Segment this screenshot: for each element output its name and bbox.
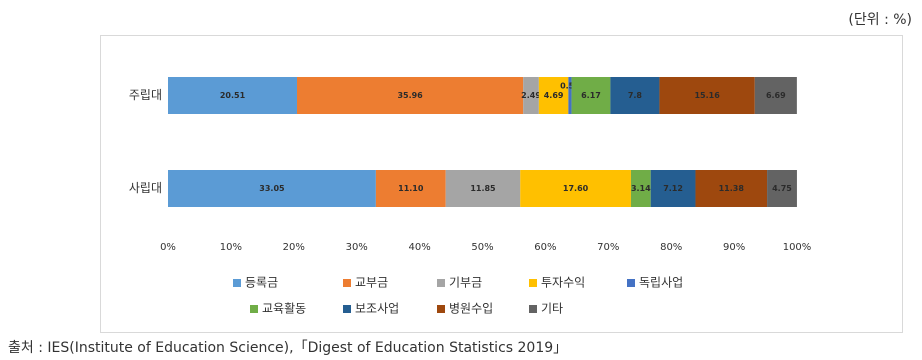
bar-segment (375, 170, 446, 207)
bar-segment (445, 170, 521, 207)
value-label: 35.96 (397, 91, 423, 100)
x-tick-label: 40% (408, 242, 430, 253)
legend-label: 기타 (541, 302, 563, 316)
value-label: 4.69 (544, 91, 564, 100)
legend-swatch (437, 279, 445, 287)
x-tick-label: 60% (534, 242, 556, 253)
x-tick-label: 90% (723, 242, 745, 253)
value-label: 20.51 (220, 91, 246, 100)
unit-note: (단위 : %) (848, 12, 912, 28)
value-label: 11.85 (470, 184, 496, 193)
value-label: 4.75 (772, 184, 792, 193)
legend-label: 등록금 (245, 276, 278, 290)
value-label: 3.14 (631, 184, 651, 193)
value-label: 2.49 (521, 91, 541, 100)
value-label: 33.05 (259, 184, 285, 193)
bar-segment (297, 77, 524, 114)
value-label: 17.60 (563, 184, 589, 193)
value-label: 15.16 (694, 91, 720, 100)
value-label: 11.10 (398, 184, 424, 193)
x-tick-label: 100% (783, 242, 812, 253)
legend-label: 병원수입 (449, 302, 493, 316)
bar-segment (650, 170, 696, 207)
legend-label: 보조사업 (355, 302, 399, 316)
legend-label: 교부금 (355, 276, 388, 290)
legend-label: 기부금 (449, 276, 482, 290)
category-label: 사립대 (129, 181, 162, 195)
legend-swatch (529, 305, 537, 313)
value-label: 6.17 (581, 91, 601, 100)
bar-segment (168, 170, 376, 207)
legend-swatch (437, 305, 445, 313)
x-tick-label: 10% (220, 242, 242, 253)
legend-label: 투자수익 (541, 276, 585, 290)
legend-swatch (343, 279, 351, 287)
bar-segment (610, 77, 660, 114)
legend-swatch (233, 279, 241, 287)
value-label: 0.51 (560, 82, 580, 91)
bar-segment (523, 77, 539, 114)
category-label: 주립대 (129, 88, 162, 102)
bar-segment (767, 170, 797, 207)
value-label: 6.69 (766, 91, 786, 100)
source-note: 출처 : IES(Institute of Education Science)… (8, 340, 567, 356)
legend-label: 교육활동 (262, 302, 306, 316)
value-label: 7.12 (663, 184, 683, 193)
x-tick-label: 0% (160, 242, 176, 253)
bar-segment (568, 77, 572, 114)
x-tick-label: 70% (597, 242, 619, 253)
legend-label: 독립사업 (639, 276, 683, 290)
legend-swatch (627, 279, 635, 287)
bar-segment (168, 77, 298, 114)
bar-segment (571, 77, 611, 114)
value-label: 7.8 (628, 91, 643, 100)
x-tick-label: 20% (283, 242, 305, 253)
bar-segment (659, 77, 755, 114)
bar-segment (695, 170, 768, 207)
legend-swatch (529, 279, 537, 287)
bar-segment (630, 170, 651, 207)
legend-swatch (250, 305, 258, 313)
bar-segment (538, 77, 569, 114)
x-tick-label: 80% (660, 242, 682, 253)
x-tick-label: 30% (346, 242, 368, 253)
value-label: 11.38 (719, 184, 745, 193)
bar-segment (754, 77, 797, 114)
legend-swatch (343, 305, 351, 313)
x-tick-label: 50% (471, 242, 493, 253)
bar-segment (520, 170, 631, 207)
